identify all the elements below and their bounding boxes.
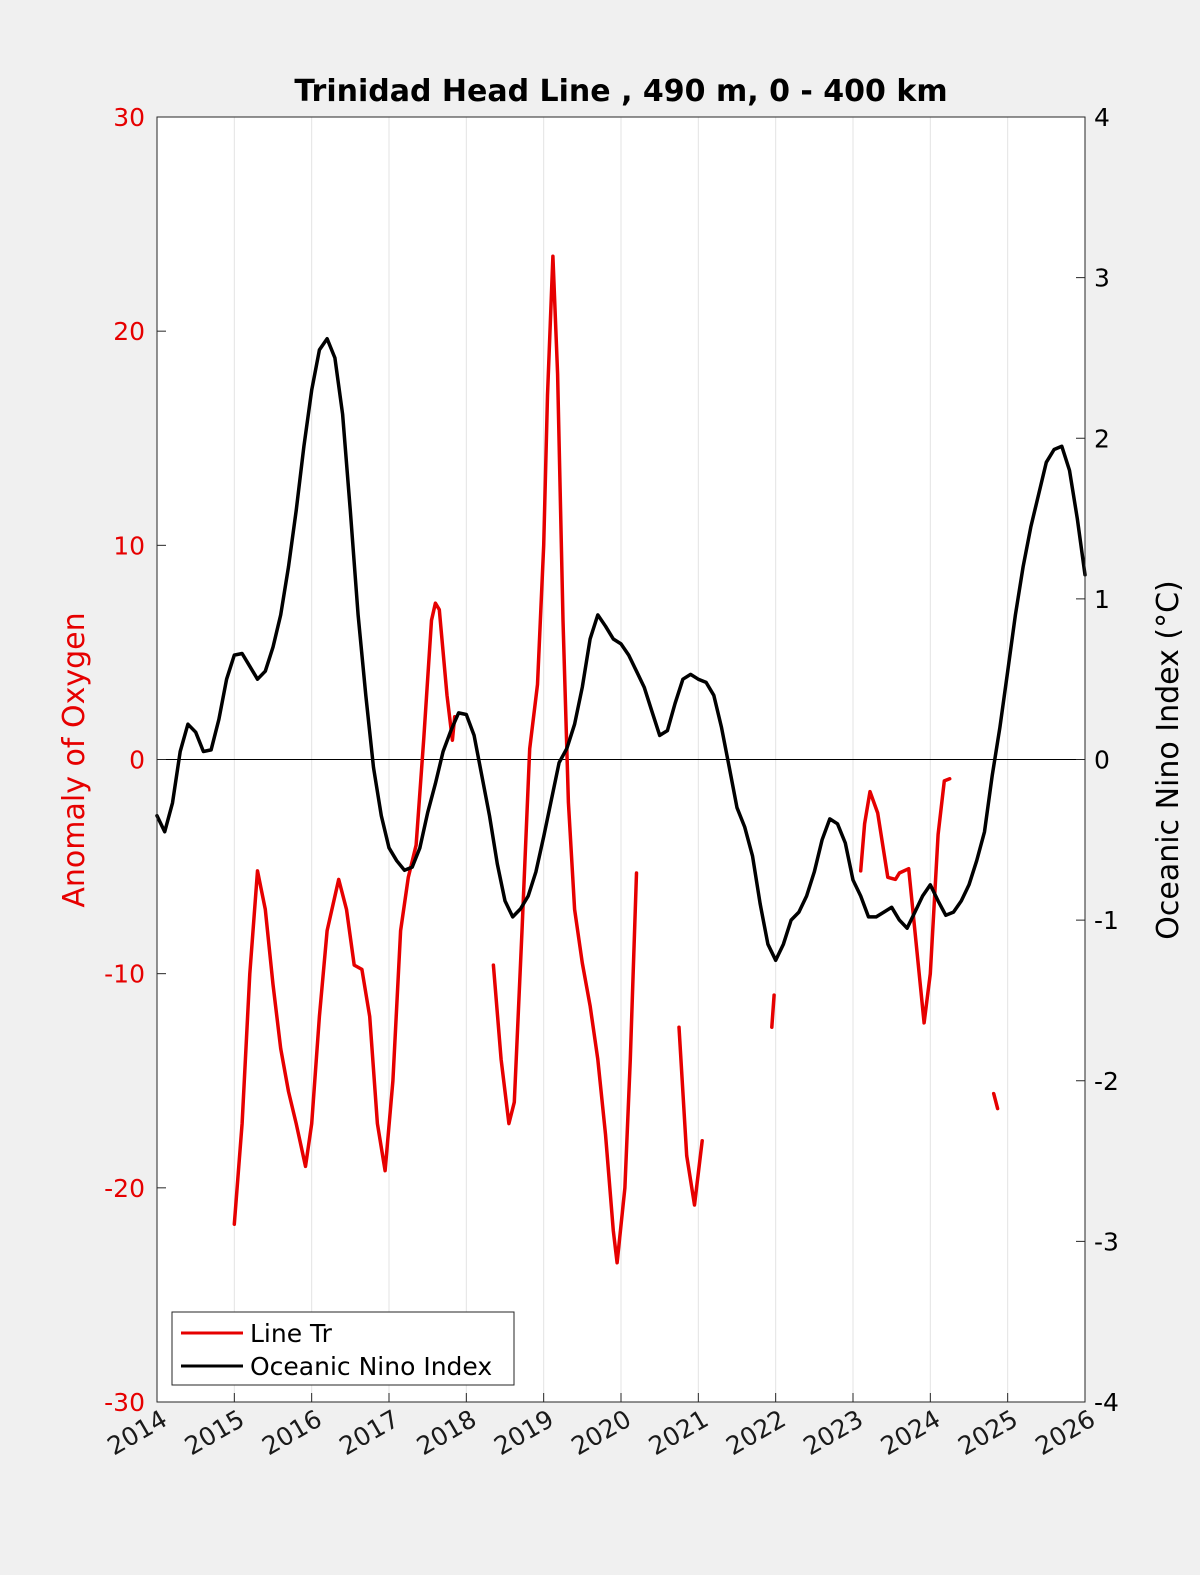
left-tick-label: -20 [104, 1174, 145, 1203]
legend-box [171, 1311, 515, 1386]
legend: Line Tr Oceanic Nino Index [171, 1311, 515, 1386]
line-tr-segment-4 [858, 777, 952, 1025]
right-axis-label: Oceanic Nino Index (°C) [1151, 580, 1186, 940]
left-tick-label: -10 [104, 960, 145, 989]
line-tr-segment-5 [991, 1091, 1000, 1111]
left-tick-label: 10 [113, 531, 145, 560]
legend-label-line-tr: Line Tr [250, 1319, 333, 1348]
left-tick-label: -30 [104, 1388, 145, 1417]
left-axis-label: Anomaly of Oxygen [57, 612, 92, 907]
right-tick-label: -2 [1094, 1067, 1119, 1096]
left-tick-label: 30 [113, 103, 145, 132]
left-y-axis: 30 20 10 0 -10 -20 -30 [104, 103, 166, 1417]
legend-label-oni: Oceanic Nino Index [250, 1352, 492, 1381]
oceanic-nino-index-segment-0 [155, 336, 1087, 963]
line-tr-segment-1 [491, 254, 639, 1265]
line-tr-segment-0 [232, 601, 457, 1226]
line-tr-segment-2 [677, 1025, 704, 1207]
right-tick-label: -4 [1094, 1388, 1119, 1417]
right-tick-label: 1 [1094, 585, 1110, 614]
right-tick-label: 3 [1094, 264, 1110, 293]
chart-title: Trinidad Head Line , 490 m, 0 - 400 km [294, 74, 947, 109]
left-tick-label: 20 [113, 317, 145, 346]
right-tick-label: -1 [1094, 906, 1119, 935]
left-tick-label: 0 [129, 746, 145, 775]
line-tr-segment-3 [770, 993, 776, 1029]
right-tick-label: -3 [1094, 1227, 1119, 1256]
right-tick-label: 4 [1094, 103, 1110, 132]
series-layer [155, 254, 1087, 1265]
right-y-axis: 4 3 2 1 0 -1 -2 -3 -4 [1076, 103, 1119, 1417]
right-tick-label: 2 [1094, 424, 1110, 453]
right-tick-label: 0 [1094, 746, 1110, 775]
